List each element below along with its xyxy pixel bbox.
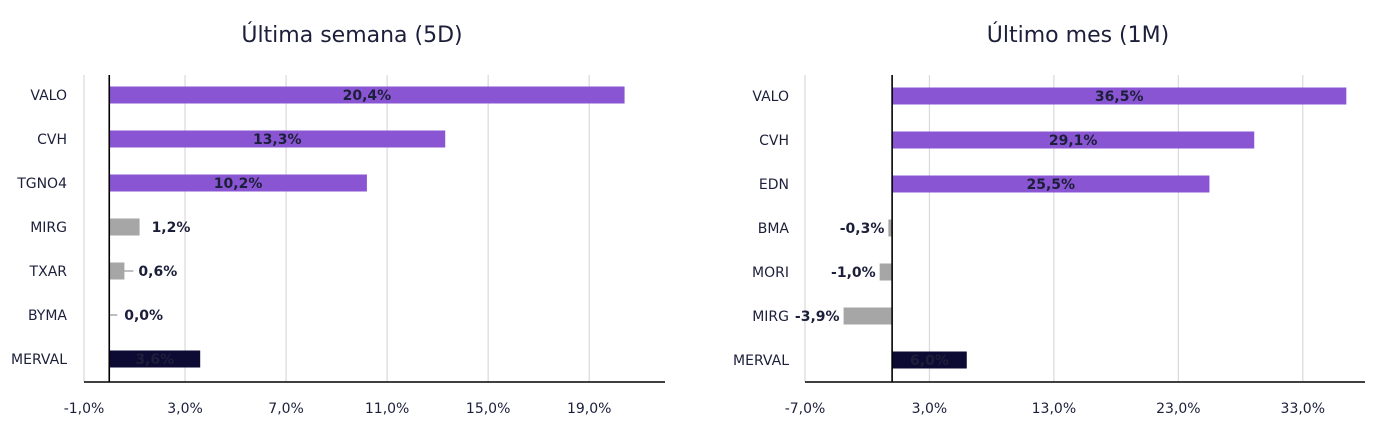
tick-label: -1,0% <box>64 401 105 417</box>
tick-label: 11,0% <box>365 401 409 417</box>
category-label: MIRG <box>30 220 67 236</box>
tick-label: 3,0% <box>167 401 203 417</box>
category-label: CVH <box>37 132 67 148</box>
data-label: 3,6% <box>135 352 174 368</box>
category-label: EDN <box>759 177 789 193</box>
bar-bma <box>888 219 893 237</box>
data-label: 1,2% <box>152 220 191 236</box>
category-label: BYMA <box>28 308 67 324</box>
bar-edn <box>892 175 1210 193</box>
chart-title: Última semana (5D) <box>241 22 462 48</box>
category-label: MIRG <box>752 309 789 325</box>
data-label: 13,3% <box>253 132 302 148</box>
bar-merval <box>109 350 201 368</box>
bar-mori <box>879 263 893 281</box>
tick-label: 33,0% <box>1281 401 1325 417</box>
data-label: 36,5% <box>1095 89 1144 105</box>
bar-tgno4 <box>109 174 367 192</box>
data-label: 10,2% <box>214 176 263 192</box>
category-label: MERVAL <box>11 352 67 368</box>
data-label: 6,0% <box>910 353 949 369</box>
category-label: TGNO4 <box>16 176 67 192</box>
bar-mirg <box>843 307 893 325</box>
category-label: MERVAL <box>733 353 789 369</box>
data-label: 25,5% <box>1026 177 1075 193</box>
bar-txar <box>109 262 125 280</box>
data-label: -0,3% <box>840 221 885 237</box>
chart-title: Último mes (1M) <box>987 22 1169 48</box>
chart-last-month: Último mes (1M) VALO 36,5% CVH 29,1% EDN 25,5%… <box>733 22 1365 417</box>
bar-merval <box>892 351 967 369</box>
bar-cvh <box>892 131 1255 149</box>
data-label: 0,0% <box>124 308 163 324</box>
category-label: VALO <box>752 89 789 105</box>
data-label: -1,0% <box>831 265 876 281</box>
data-label: -3,9% <box>795 309 840 325</box>
data-label: 20,4% <box>343 88 392 104</box>
data-label: 0,6% <box>138 264 177 280</box>
data-label: 29,1% <box>1049 133 1098 149</box>
tick-label: 7,0% <box>268 401 304 417</box>
bar-cvh <box>109 130 446 148</box>
tick-label: 13,0% <box>1032 401 1076 417</box>
chart-last-week: Última semana (5D) VALO 20,4% CVH 13,3% TGNO4… <box>11 22 665 417</box>
category-label: CVH <box>759 133 789 149</box>
tick-label: 19,0% <box>567 401 611 417</box>
category-label: BMA <box>758 221 790 237</box>
bar-valo <box>109 86 625 104</box>
category-label: TXAR <box>29 264 68 280</box>
tick-label: 15,0% <box>466 401 510 417</box>
tick-label: 23,0% <box>1156 401 1200 417</box>
tick-label: 3,0% <box>912 401 948 417</box>
bar-valo <box>892 87 1347 105</box>
tick-label: -7,0% <box>785 401 826 417</box>
category-label: VALO <box>30 88 67 104</box>
bar-mirg <box>109 218 140 236</box>
category-label: MORI <box>752 265 789 281</box>
